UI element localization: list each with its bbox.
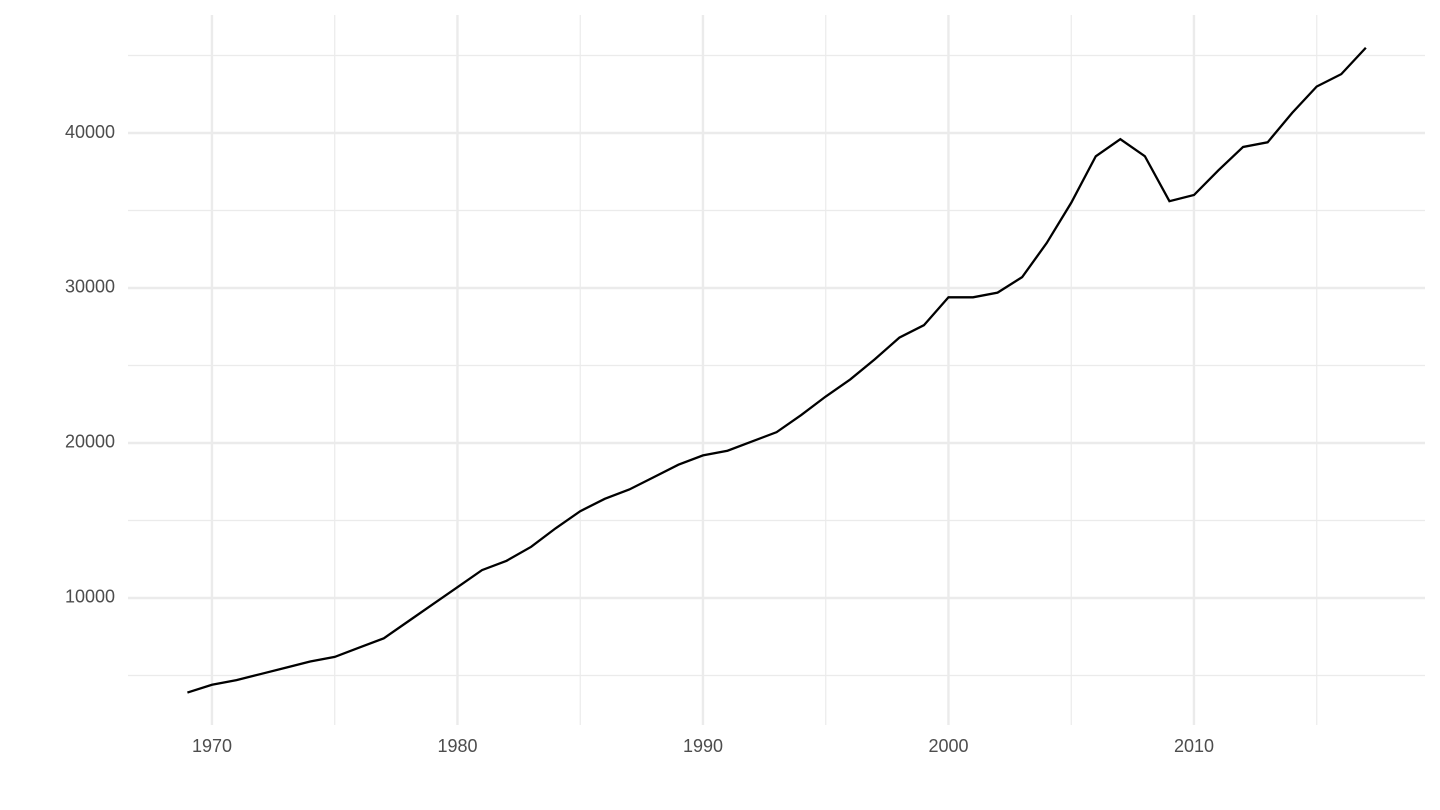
x-tick-label: 1990 [683,736,723,756]
y-tick-label: 20000 [65,432,115,452]
y-tick-label: 40000 [65,122,115,142]
x-tick-label: 2010 [1174,736,1214,756]
x-tick-label: 2000 [928,736,968,756]
y-tick-label: 10000 [65,587,115,607]
line [187,46,1367,694]
y-tick-label: 30000 [65,277,115,297]
x-tick-label: 1980 [437,736,477,756]
x-tick-label: 1970 [192,736,232,756]
